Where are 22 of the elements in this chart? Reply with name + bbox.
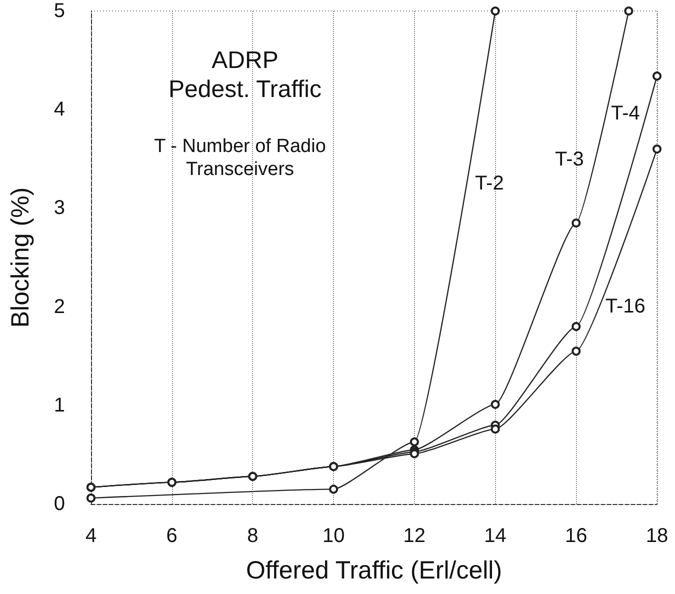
series-label: T-4 (610, 102, 640, 125)
series-label: T-16 (605, 296, 646, 318)
series-label: T-2 (474, 172, 504, 194)
x-tick-label: 10 (322, 525, 345, 547)
x-tick-label: 12 (403, 525, 426, 547)
y-tick-label: 4 (54, 98, 65, 121)
x-tick-label: 4 (85, 525, 97, 547)
y-tick-label: 2 (54, 296, 65, 318)
annotation: ADRP Pedest. Traffic (168, 47, 322, 103)
x-tick-label: 18 (646, 525, 668, 547)
y-axis-title: Blocking (%) (6, 187, 34, 328)
series-label: T-3 (555, 148, 584, 170)
x-tick-label: 6 (166, 525, 178, 547)
x-tick-label: 8 (247, 525, 258, 547)
y-tick-label: 0 (54, 493, 65, 515)
annotation: T - Number of Radio Transceivers (154, 136, 326, 180)
y-tick-label: 3 (54, 197, 65, 220)
x-tick-label: 16 (565, 525, 588, 547)
y-tick-label: 5 (54, 0, 65, 22)
y-tick-label: 1 (54, 394, 65, 416)
x-tick-label: 14 (484, 525, 506, 547)
x-axis-title: Offered Traffic (Erl/cell) (246, 556, 502, 584)
